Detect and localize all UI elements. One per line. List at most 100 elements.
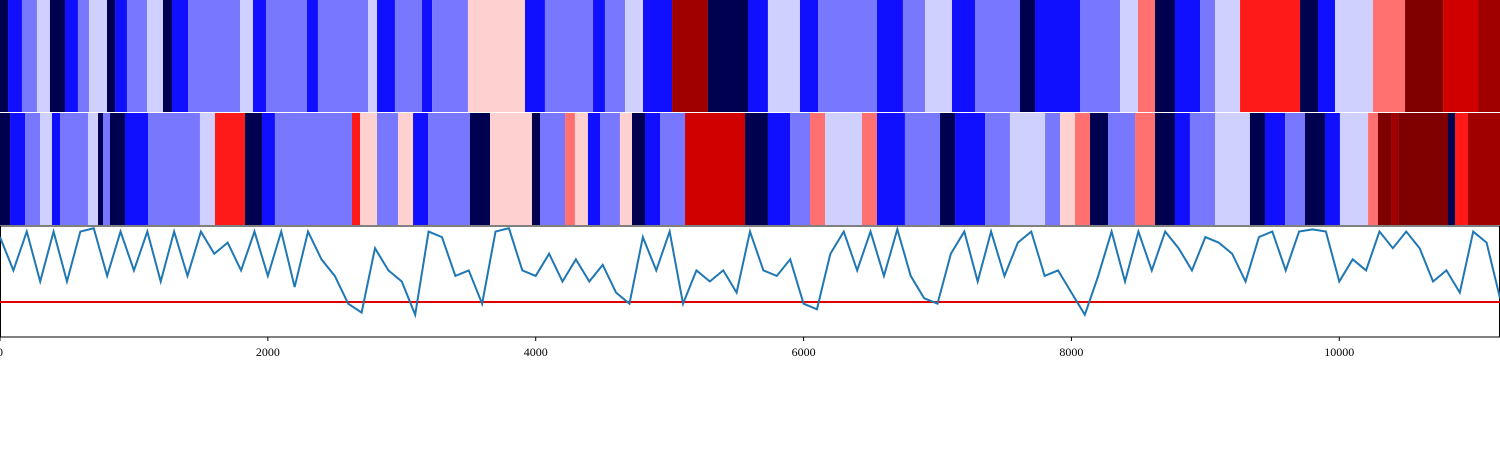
strip-segment — [904, 113, 941, 225]
strip-segment — [64, 0, 78, 112]
strip-segment — [1155, 113, 1175, 225]
strip-segment — [124, 113, 148, 225]
strip-segment — [799, 0, 819, 112]
strip-segment — [1391, 113, 1399, 225]
strip-segment — [660, 113, 686, 225]
strip-segment — [645, 113, 660, 225]
strip-segment — [747, 0, 768, 112]
x-tick-label: 6000 — [792, 345, 816, 359]
strip-segment — [565, 113, 575, 225]
strip-segment — [632, 113, 645, 225]
strip-segment — [21, 0, 37, 112]
x-tick-label: 2000 — [256, 345, 280, 359]
strip-segment — [1377, 113, 1392, 225]
strip-segment — [469, 113, 491, 225]
strip-segment — [115, 0, 127, 112]
strip-segment — [1120, 0, 1138, 112]
strip-segment — [940, 113, 956, 225]
strip-segment — [265, 0, 307, 112]
strip-segment — [107, 0, 116, 112]
strip-segment — [1455, 113, 1468, 225]
strip-segment — [1478, 0, 1500, 112]
strip-segment — [642, 0, 673, 112]
strip-segment — [240, 0, 253, 112]
strip-segment — [261, 113, 275, 225]
strip-segment — [1060, 113, 1076, 225]
strip-segment — [825, 113, 862, 225]
strip-segment — [98, 113, 103, 225]
x-tick-label: 4000 — [524, 345, 548, 359]
strip-segment — [1398, 113, 1449, 225]
strip-segment — [955, 113, 986, 225]
strip-segment — [147, 0, 163, 112]
strip-segment — [1305, 113, 1325, 225]
strip-segment — [40, 113, 52, 225]
strip-segment — [199, 113, 215, 225]
strip-segment — [876, 113, 905, 225]
strip-segment — [394, 0, 423, 112]
strip-segment — [1467, 113, 1500, 225]
strip-segment — [790, 113, 810, 225]
strip-segment — [619, 113, 633, 225]
strip-segment — [377, 0, 395, 112]
strip-segment — [925, 0, 952, 112]
strip-segment — [0, 0, 9, 112]
x-tick-label: 10000 — [1324, 345, 1354, 359]
strip-segment — [490, 113, 532, 225]
strip-segment — [77, 0, 90, 112]
strip-segment — [1035, 0, 1080, 112]
strip-segment — [1264, 113, 1286, 225]
strip-segment — [818, 0, 877, 112]
strip-segment — [1317, 0, 1335, 112]
strip-segment — [432, 0, 468, 112]
strip-segment — [102, 113, 110, 225]
strip-segment — [36, 0, 50, 112]
strip-segment — [1368, 113, 1378, 225]
x-tick-label: 0 — [0, 345, 3, 359]
strip-segment — [1215, 113, 1250, 225]
strip-segment — [87, 113, 99, 225]
strip-segment — [351, 113, 360, 225]
strip-segment — [1372, 0, 1406, 112]
strip-segment — [1135, 113, 1155, 225]
strip-segment — [1448, 113, 1455, 225]
strip-segment — [902, 0, 926, 112]
strip-segment — [244, 113, 262, 225]
strip-segment — [51, 113, 60, 225]
strip-segment — [1443, 0, 1479, 112]
strip-segment — [600, 113, 620, 225]
strip-segment — [422, 0, 433, 112]
strip-segment — [1405, 0, 1444, 112]
strip-segment — [525, 0, 545, 112]
strip-segment — [377, 113, 399, 225]
strip-segment — [707, 0, 748, 112]
strip-segment — [0, 113, 11, 225]
strip-segment — [1249, 113, 1265, 225]
strip-segment — [1080, 0, 1121, 112]
strip-segment — [1240, 0, 1301, 112]
strip-segment — [126, 0, 148, 112]
strip-segment — [625, 0, 643, 112]
strip-segment — [1009, 113, 1046, 225]
strip-segment — [861, 113, 877, 225]
strip-segment — [1107, 113, 1136, 225]
strip-segment — [25, 113, 41, 225]
strip-segment — [745, 113, 768, 225]
strip-segment — [60, 113, 88, 225]
strip-segment — [767, 0, 800, 112]
strip-segment — [274, 113, 352, 225]
strip-segment — [985, 113, 1010, 225]
strip-segment — [10, 113, 26, 225]
strip-segment — [604, 0, 626, 112]
strip-segment — [252, 0, 266, 112]
strip-segment — [89, 0, 108, 112]
strip-segment — [8, 0, 22, 112]
strip-segment — [467, 0, 525, 112]
strip-segment — [1174, 113, 1190, 225]
strip-segment — [767, 113, 791, 225]
strip-segment — [1200, 0, 1215, 112]
strip-segment — [162, 0, 172, 112]
strip-segment — [1075, 113, 1091, 225]
data-line — [0, 225, 1500, 319]
